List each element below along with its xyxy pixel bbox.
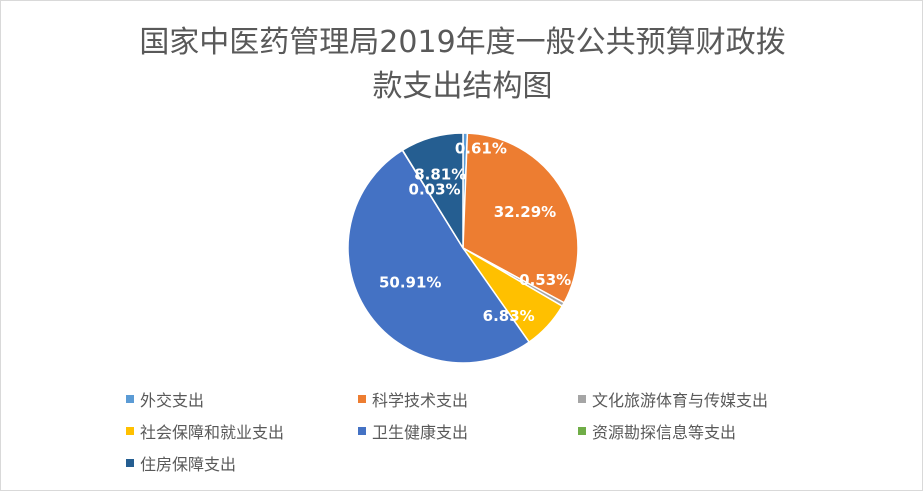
legend-swatch [126, 427, 134, 435]
legend-swatch [126, 459, 134, 467]
pie-slice [462, 132, 579, 304]
legend-label: 住房保障支出 [140, 455, 237, 474]
legend-item: 住房保障支出 [126, 451, 236, 475]
legend-label: 卫生健康支出 [372, 423, 469, 442]
pie-slice [347, 149, 531, 364]
legend-swatch [126, 395, 134, 403]
legend-label: 科学技术支出 [372, 391, 469, 410]
legend-item: 外交支出 [126, 387, 204, 411]
legend-label: 资源勘探信息等支出 [592, 423, 737, 442]
legend-item: 资源勘探信息等支出 [578, 419, 736, 443]
slice-data-label: 6.83% [483, 307, 535, 325]
legend-swatch [578, 395, 586, 403]
chart-title-line-2: 款支出结构图 [372, 69, 553, 104]
legend-item: 社会保障和就业支出 [126, 419, 284, 443]
legend-item: 卫生健康支出 [358, 419, 468, 443]
slice-data-label: 0.61% [455, 140, 507, 158]
slice-data-label: 32.29% [494, 203, 556, 221]
legend-swatch [358, 395, 366, 403]
legend-swatch [578, 427, 586, 435]
slice-data-label: 50.91% [379, 273, 441, 291]
chart-title-line-1: 国家中医药管理局2019年度一般公共预算财政拨 [139, 25, 786, 60]
legend-label: 外交支出 [140, 391, 205, 410]
legend-label: 文化旅游体育与传媒支出 [592, 391, 769, 410]
pie-slice [401, 132, 464, 251]
slice-data-label: 0.53% [519, 271, 571, 289]
legend-swatch [358, 427, 366, 435]
slice-data-label: 0.03% [409, 180, 461, 198]
legend-label: 社会保障和就业支出 [140, 423, 285, 442]
legend-item: 文化旅游体育与传媒支出 [578, 387, 768, 411]
slice-data-label: 8.81% [414, 165, 466, 183]
legend-item: 科学技术支出 [358, 387, 468, 411]
chart-title: 国家中医药管理局2019年度一般公共预算财政拨 款支出结构图 [61, 21, 864, 109]
